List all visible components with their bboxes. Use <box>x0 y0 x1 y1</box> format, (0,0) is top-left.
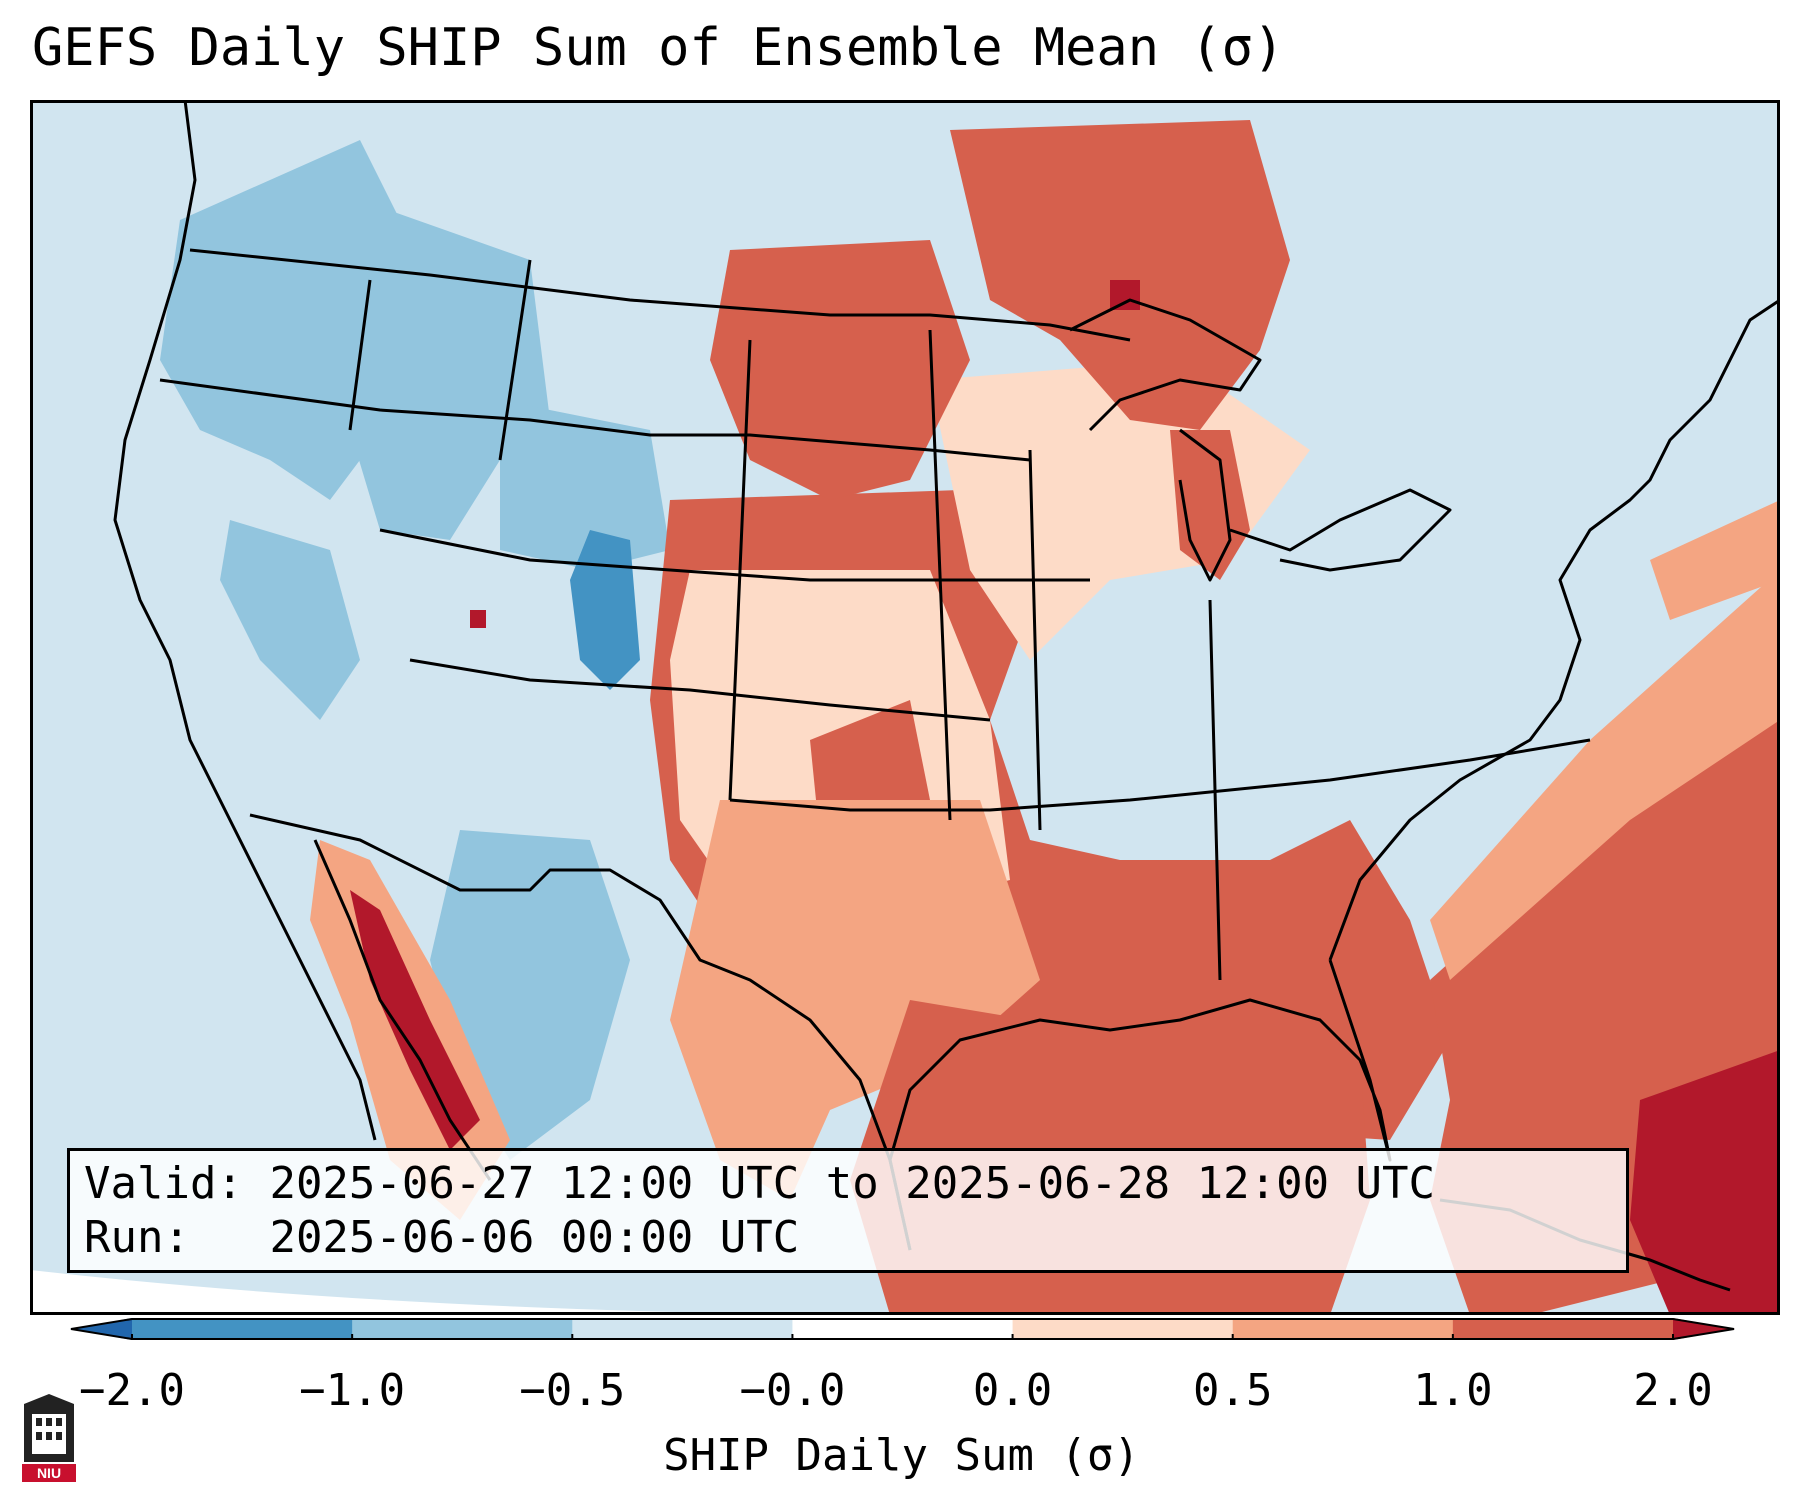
colorbar-segment <box>1012 1318 1234 1340</box>
colorbar-tick-label: −0.5 <box>519 1365 626 1416</box>
colorbar-segment <box>572 1318 793 1340</box>
colorbar-over-arrow <box>1673 1318 1735 1340</box>
colorbar-segment <box>1452 1318 1674 1340</box>
region-dakotas <box>710 240 970 500</box>
region-baja-core <box>350 890 480 1150</box>
valid-run-info-box: Valid: 2025-06-27 12:00 UTC to 2025-06-2… <box>67 1148 1629 1273</box>
colorbar-tick-label: −2.0 <box>79 1365 185 1416</box>
region-north-dakota-max <box>1110 280 1140 310</box>
colorbar-canvas <box>70 1318 1735 1340</box>
colorbar-segment <box>352 1318 573 1340</box>
projection-edge <box>30 1270 930 1315</box>
colorbar-segment <box>132 1318 353 1340</box>
niu-logo: NIU <box>20 1392 78 1484</box>
map-canvas <box>30 100 1780 1315</box>
region-utah-max <box>470 610 486 628</box>
colorbar <box>70 1318 1735 1340</box>
mexico-border <box>249 813 912 1251</box>
state-lines-north <box>159 378 1031 462</box>
gulf-coastline <box>888 959 1392 1251</box>
region-colorado-core <box>570 530 640 690</box>
valid-label: Valid: <box>84 1158 243 1209</box>
niu-logo-text: NIU <box>37 1465 61 1481</box>
region-south-central <box>670 800 1040 1200</box>
great-lakes-outline <box>1069 298 1452 582</box>
region-nevada-basin <box>220 520 360 720</box>
colorbar-segment <box>792 1318 1014 1340</box>
niu-logo-icon: NIU <box>22 1394 76 1482</box>
run-label: Run: <box>84 1212 190 1263</box>
state-lines-plains <box>409 658 991 722</box>
page-title: GEFS Daily SHIP Sum of Ensemble Mean (σ) <box>32 18 1285 78</box>
colorbar-tick-label: 0.0 <box>972 1365 1053 1416</box>
colorbar-under-arrow <box>70 1318 132 1340</box>
colorbar-tick-label: 1.0 <box>1413 1365 1493 1416</box>
colorbar-tick-label: −1.0 <box>299 1365 406 1416</box>
baja-gulf-coast <box>313 839 492 1181</box>
valid-value: 2025-06-27 12:00 UTC to 2025-06-28 12:00… <box>269 1158 1436 1209</box>
west-coastline <box>113 100 377 1141</box>
region-atlantic-band <box>1430 570 1780 980</box>
meridian-borders <box>348 259 1222 981</box>
canada-border <box>189 248 1131 342</box>
colorbar-tick-label: 0.5 <box>1192 1365 1273 1416</box>
colorbar-segment <box>1232 1318 1454 1340</box>
colorbar-label: SHIP Daily Sum (σ) <box>663 1430 1140 1481</box>
map-border <box>30 100 1780 1315</box>
region-north-atlantic <box>1650 500 1780 620</box>
run-value: 2025-06-06 00:00 UTC <box>269 1212 800 1263</box>
state-lines-south <box>729 738 1591 812</box>
east-coastline <box>1328 298 1780 961</box>
region-wyoming <box>500 400 670 570</box>
region-caribbean <box>1630 1050 1780 1315</box>
colorbar-tick-label: −0.0 <box>739 1365 846 1416</box>
colorbar-tick-label: 2.0 <box>1633 1365 1713 1416</box>
region-upper-midwest <box>950 120 1290 430</box>
map-panel <box>30 100 1780 1315</box>
